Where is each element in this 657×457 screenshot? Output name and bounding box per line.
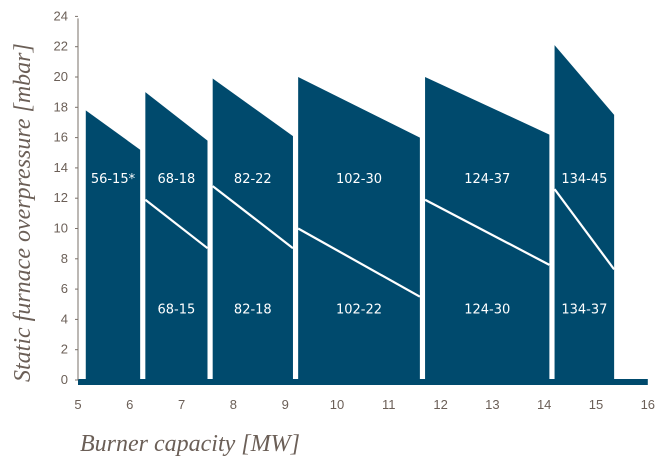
dividers-layer [144, 185, 616, 298]
region-area-6 [554, 45, 615, 385]
lower-label-4: 102-22 [336, 302, 382, 317]
y-tick-label: 14 [54, 160, 68, 175]
x-tick-label: 7 [178, 397, 185, 412]
divider-line-5 [424, 198, 550, 266]
region-area-1 [85, 110, 141, 384]
region-area-4 [298, 77, 420, 384]
y-tick-label: 24 [54, 8, 68, 23]
x-tick-label: 14 [537, 397, 551, 412]
x-tick-label: 10 [330, 397, 344, 412]
upper-label-3: 82-22 [234, 172, 272, 187]
y-tick-label: 2 [61, 342, 68, 357]
x-tick-label: 16 [641, 397, 655, 412]
divider-line-2 [144, 198, 209, 250]
y-tick-label: 8 [61, 251, 68, 266]
upper-label-2: 68-18 [158, 172, 196, 187]
upper-label-1: 56-15* [91, 172, 136, 187]
regions-layer [78, 45, 648, 385]
x-tick-label: 11 [382, 397, 396, 412]
y-tick-label: 0 [61, 372, 68, 387]
y-tick-label: 20 [54, 69, 68, 84]
upper-label-6: 134-45 [561, 172, 607, 187]
region-area-3 [212, 78, 293, 384]
upper-label-5: 124-37 [464, 172, 510, 187]
x-tick-label: 8 [230, 397, 237, 412]
lower-label-3: 82-18 [234, 302, 272, 317]
y-tick-label: 12 [54, 190, 68, 205]
x-tick-label: 6 [126, 397, 133, 412]
y-tick-label: 22 [54, 39, 68, 54]
divider-line-6 [553, 188, 616, 271]
y-tick-label: 6 [61, 281, 68, 296]
y-tick-label: 16 [54, 130, 68, 145]
y-tick-label: 4 [61, 311, 68, 326]
lower-label-5: 124-30 [464, 302, 510, 317]
x-tick-label: 9 [282, 397, 289, 412]
region-labels-layer: 56-15* 68-18 68-15 82-22 82-18 102-30 102-22 12… [91, 172, 608, 317]
region-area-2 [145, 92, 208, 385]
region-area-5 [425, 77, 550, 384]
lower-label-2: 68-15 [158, 302, 196, 317]
x-axis-title: Burner capacity [MW] [80, 431, 300, 457]
y-tick-label: 10 [54, 221, 68, 236]
x-tick-label: 5 [74, 397, 81, 412]
divider-line-4 [297, 227, 421, 298]
divider-line-3 [212, 185, 294, 250]
lower-label-6: 134-37 [561, 302, 607, 317]
x-tick-label: 12 [433, 397, 447, 412]
x-tick-label: 13 [485, 397, 499, 412]
x-tick-label: 15 [589, 397, 603, 412]
y-axis-title: Static furnace overpressure [mbar] [10, 43, 36, 382]
y-tick-label: 18 [54, 99, 68, 114]
upper-label-4: 102-30 [336, 172, 382, 187]
